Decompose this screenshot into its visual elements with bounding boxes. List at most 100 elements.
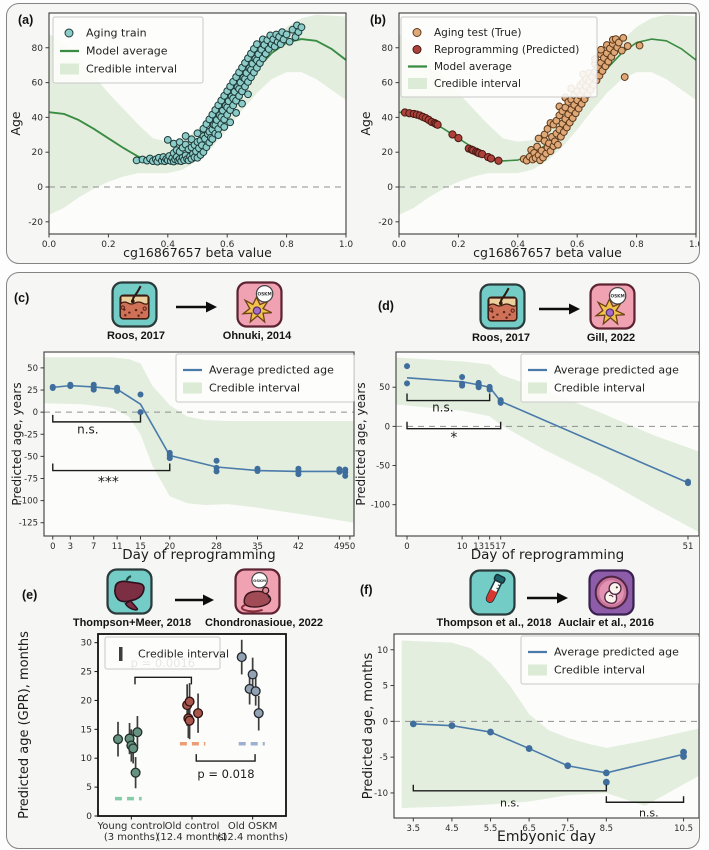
svg-text:11: 11 (112, 542, 123, 552)
svg-text:Aging train: Aging train (86, 27, 147, 40)
panel-d-source-caption: Roos, 2017 (471, 332, 531, 344)
svg-text:5: 5 (383, 682, 388, 692)
svg-text:50: 50 (27, 364, 38, 374)
svg-text:15: 15 (135, 542, 146, 552)
panel-c-chart: n.s.***0 3 7 11 15 20 28 35 42 49 5050250-25-50-75… (10, 351, 355, 563)
svg-text:0.0: 0.0 (392, 240, 407, 250)
svg-text:7: 7 (91, 542, 96, 552)
svg-text:0.4: 0.4 (161, 240, 176, 250)
svg-text:Predicted age, years: Predicted age, years (354, 382, 368, 505)
svg-text:Model average: Model average (434, 61, 512, 73)
svg-text:0: 0 (383, 717, 388, 727)
svg-text:50: 50 (344, 542, 355, 552)
svg-text:Credible interval: Credible interval (554, 664, 645, 677)
svg-text:5: 5 (86, 783, 92, 793)
panel-c-label: (c) (14, 291, 30, 305)
svg-text:3.5: 3.5 (407, 824, 421, 834)
panel-e-label: (e) (22, 588, 38, 602)
svg-text:28: 28 (211, 542, 222, 552)
skin-icon (479, 283, 526, 330)
svg-text:0.6: 0.6 (570, 240, 585, 250)
svg-text:0.2: 0.2 (451, 240, 465, 250)
svg-text:Credible interval: Credible interval (209, 382, 300, 395)
svg-text:80: 80 (382, 44, 394, 54)
panel-b-chart: 0.0 0.2 0.4 0.6 0.8 1.0 -20 0 20 40 60 80 cg16867657… (358, 12, 700, 260)
svg-text:-20: -20 (28, 218, 43, 228)
svg-text:(3 months): (3 months) (104, 832, 159, 843)
svg-text:Day of reprogramming: Day of reprogramming (122, 547, 275, 563)
svg-text:-125: -125 (19, 519, 38, 529)
svg-text:10.5: 10.5 (674, 824, 693, 834)
svg-text:Old OSKM: Old OSKM (228, 821, 278, 832)
svg-text:1.0: 1.0 (339, 240, 353, 250)
panel-b-label: (b) (370, 13, 386, 27)
svg-text:6.5: 6.5 (522, 824, 536, 834)
svg-text:Credible interval: Credible interval (86, 63, 177, 76)
arrow-icon (539, 303, 580, 315)
panel-e-source-caption: Thompson+Meer, 2018 (72, 617, 192, 629)
svg-text:25: 25 (27, 386, 38, 396)
panel-d-chart: n.s. * 0 10 13 15 17 51 50 0 -50 -100 Day of reprogr… (354, 351, 699, 563)
svg-text:0.8: 0.8 (279, 240, 294, 250)
svg-text:-25: -25 (24, 430, 38, 440)
svg-text:0: 0 (404, 542, 409, 552)
panel-f-target-caption: Auclair et al., 2016 (558, 617, 654, 629)
svg-text:0: 0 (86, 812, 92, 822)
svg-text:13: 13 (473, 542, 484, 552)
svg-text:Average predicted age: Average predicted age (554, 364, 679, 377)
svg-text:n.s.: n.s. (77, 422, 99, 436)
svg-text:0.6: 0.6 (220, 240, 235, 250)
svg-text:-100: -100 (371, 501, 390, 511)
blood-tube-icon (469, 569, 516, 616)
svg-text:(12.4 months): (12.4 months) (217, 832, 288, 843)
svg-text:Day of reprogramming: Day of reprogramming (471, 547, 624, 563)
liver-icon (106, 568, 153, 615)
svg-text:Credible interval: Credible interval (434, 78, 521, 90)
svg-text:5.5: 5.5 (484, 824, 498, 834)
svg-text:60: 60 (32, 79, 44, 89)
svg-text:Credible interval: Credible interval (138, 648, 229, 661)
svg-text:Old control: Old control (165, 821, 220, 832)
svg-text:40: 40 (382, 113, 394, 123)
arrow-icon (175, 594, 214, 606)
svg-text:15: 15 (81, 725, 92, 735)
svg-text:n.s.: n.s. (639, 807, 659, 820)
oskm-mouse-icon: OSKM (234, 568, 281, 615)
svg-text:1.0: 1.0 (689, 240, 700, 250)
svg-text:20: 20 (32, 148, 44, 158)
svg-text:0.8: 0.8 (629, 240, 644, 250)
svg-text:Embyonic day: Embyonic day (497, 829, 596, 845)
svg-text:Average predicted age: Average predicted age (209, 364, 334, 377)
svg-text:Predicted age, months: Predicted age, months (361, 652, 376, 799)
svg-text:Age: Age (8, 111, 23, 135)
svg-text:-75: -75 (24, 475, 38, 485)
oskm-cell-icon: OSKM (236, 281, 283, 328)
svg-text:(12.4 months): (12.4 months) (157, 832, 228, 843)
panel-a-label: (a) (18, 13, 34, 27)
svg-text:60: 60 (382, 79, 394, 89)
svg-text:3: 3 (68, 542, 73, 552)
svg-text:-100: -100 (19, 497, 38, 507)
svg-text:Credible interval: Credible interval (554, 382, 645, 395)
panel-d-target-caption: Gill, 2022 (586, 332, 636, 344)
svg-text:0: 0 (37, 183, 43, 193)
svg-text:10: 10 (377, 646, 388, 656)
svg-text:-10: -10 (374, 789, 388, 799)
svg-text:49: 49 (334, 542, 345, 552)
panel-c-target-caption: Ohnuki, 2014 (222, 330, 292, 342)
svg-text:35: 35 (252, 542, 263, 552)
train-test-card: (a) (b) 0.0 0.2 0.4 0.6 0.8 1.0 -20 0 20 40 60 80 cg… (6, 3, 700, 264)
svg-text:0.4: 0.4 (511, 240, 526, 250)
svg-text:40: 40 (32, 113, 44, 123)
svg-text:25: 25 (81, 668, 92, 678)
svg-text:n.s.: n.s. (432, 401, 454, 415)
svg-text:0: 0 (33, 408, 38, 418)
svg-text:15: 15 (484, 542, 495, 552)
svg-text:Predicted age, years: Predicted age, years (10, 382, 24, 505)
svg-text:-50: -50 (24, 452, 38, 462)
svg-text:10: 10 (81, 754, 93, 764)
svg-text:Predicted age (GPR), months: Predicted age (GPR), months (17, 631, 32, 819)
svg-text:7.5: 7.5 (561, 824, 575, 834)
svg-text:cg16867657 beta value: cg16867657 beta value (473, 245, 622, 260)
